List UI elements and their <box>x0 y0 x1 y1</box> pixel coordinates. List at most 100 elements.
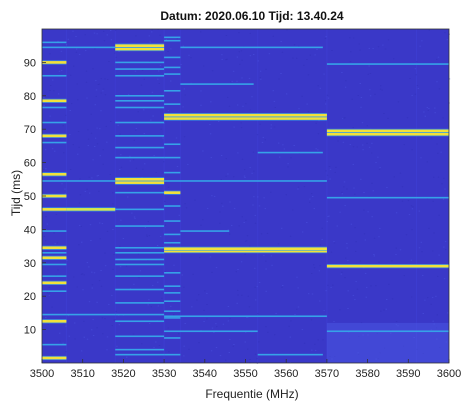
noise-speck <box>135 129 137 131</box>
burst-2-23 <box>115 95 165 97</box>
noise-speck <box>328 215 330 217</box>
noise-speck <box>79 194 82 196</box>
noise-speck <box>377 46 380 48</box>
noise-speck <box>390 332 392 334</box>
noise-speck <box>372 48 374 50</box>
noise-speck <box>151 91 154 93</box>
noise-speck <box>147 304 149 306</box>
noise-speck <box>328 166 331 167</box>
noise-speck <box>313 208 315 210</box>
noise-speck <box>244 240 247 242</box>
noise-speck <box>91 287 93 289</box>
noise-speck <box>133 139 135 141</box>
noise-speck <box>222 323 225 325</box>
noise-speck <box>329 168 332 170</box>
noise-speck <box>433 323 435 325</box>
noise-speck <box>308 293 310 295</box>
noise-speck <box>86 262 89 264</box>
y-axis: 10 20 30 40 50 60 70 80 90 <box>24 57 46 337</box>
noise-speck <box>135 167 138 169</box>
noise-speck <box>80 225 82 227</box>
noise-speck <box>395 321 398 322</box>
noise-speck <box>443 177 445 179</box>
burst-1-3 <box>66 46 116 49</box>
noise-speck <box>67 315 70 317</box>
noise-speck <box>199 257 201 259</box>
noise-speck <box>94 137 97 139</box>
burst-2-9 <box>115 258 165 261</box>
noise-speck <box>292 57 294 59</box>
noise-speck <box>170 48 172 50</box>
noise-speck <box>129 160 131 162</box>
noise-speck <box>204 290 206 292</box>
noise-speck <box>431 296 434 298</box>
noise-speck <box>344 277 346 279</box>
noise-speck <box>437 152 439 154</box>
noise-speck <box>253 170 255 172</box>
noise-speck <box>435 295 437 297</box>
noise-speck <box>98 280 101 282</box>
y-tick-label: 60 <box>24 158 36 170</box>
noise-speck <box>424 299 426 301</box>
noise-speck <box>437 56 440 58</box>
burst-0-13 <box>42 194 67 198</box>
noise-speck <box>382 44 384 46</box>
noise-speck <box>141 343 143 345</box>
noise-speck <box>391 260 393 262</box>
noise-speck <box>326 174 329 176</box>
noise-speck <box>351 98 353 100</box>
noise-speck <box>381 89 383 91</box>
noise-speck <box>294 314 296 316</box>
noise-speck <box>354 193 356 195</box>
noise-speck <box>369 95 372 97</box>
noise-speck <box>70 74 72 76</box>
noise-speck <box>164 271 166 272</box>
burst-2-10 <box>115 251 165 254</box>
burst-2-1 <box>115 348 165 351</box>
noise-speck <box>102 333 104 335</box>
noise-speck <box>247 316 249 318</box>
noise-speck <box>140 84 143 86</box>
noise-speck <box>226 58 228 60</box>
noise-speck <box>144 227 147 228</box>
noise-speck <box>426 198 429 200</box>
noise-speck <box>203 321 205 322</box>
noise-speck <box>438 214 440 216</box>
noise-speck <box>341 72 343 73</box>
noise-speck <box>236 56 239 58</box>
noise-speck <box>77 131 80 132</box>
noise-speck <box>309 54 311 56</box>
noise-speck <box>444 188 446 190</box>
noise-speck <box>293 145 295 146</box>
noise-speck <box>237 294 239 296</box>
noise-speck <box>313 264 315 266</box>
noise-speck <box>44 149 47 151</box>
noise-speck <box>433 176 435 178</box>
noise-speck <box>84 190 87 192</box>
noise-speck <box>385 308 387 310</box>
noise-speck <box>118 51 120 52</box>
noise-speck <box>352 37 355 39</box>
noise-speck <box>360 106 362 108</box>
noise-speck <box>133 216 136 218</box>
noise-speck <box>45 168 47 170</box>
noise-speck <box>65 325 67 327</box>
noise-speck <box>437 176 440 178</box>
noise-speck <box>362 334 364 336</box>
noise-speck <box>59 340 61 342</box>
noise-speck <box>379 352 381 354</box>
noise-speck <box>339 211 341 213</box>
noise-speck <box>350 223 353 225</box>
burst-0-18 <box>42 121 67 124</box>
noise-speck <box>95 89 98 91</box>
noise-speck <box>393 58 395 60</box>
noise-speck <box>362 149 364 151</box>
noise-speck <box>225 35 228 36</box>
x-tick-label: 3570 <box>315 368 339 380</box>
noise-speck <box>271 264 273 266</box>
noise-speck <box>215 267 218 269</box>
noise-speck <box>301 95 303 97</box>
noise-speck <box>106 349 108 351</box>
noise-speck <box>79 224 81 226</box>
noise-speck <box>241 77 243 79</box>
